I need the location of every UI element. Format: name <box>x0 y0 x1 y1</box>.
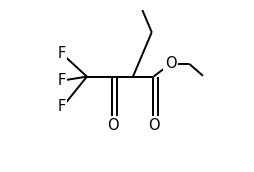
Text: F: F <box>57 73 66 88</box>
Text: F: F <box>57 46 66 61</box>
Text: O: O <box>165 56 176 71</box>
Text: O: O <box>148 118 159 133</box>
Text: O: O <box>107 118 118 133</box>
Text: F: F <box>57 99 66 114</box>
